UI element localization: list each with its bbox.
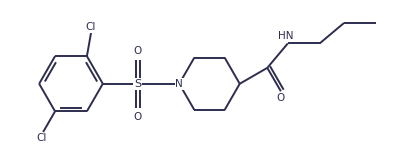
Text: S: S [134, 79, 142, 89]
Text: O: O [277, 93, 285, 103]
Text: Cl: Cl [37, 133, 47, 143]
Text: N: N [176, 79, 183, 89]
Text: O: O [134, 112, 142, 122]
Text: HN: HN [278, 31, 294, 41]
Text: O: O [134, 46, 142, 56]
Text: Cl: Cl [86, 22, 96, 32]
